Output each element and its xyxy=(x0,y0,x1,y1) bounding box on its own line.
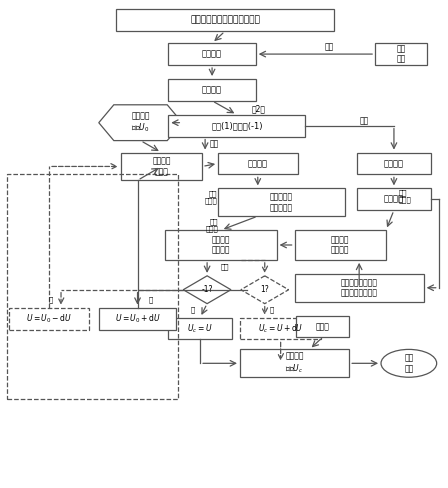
Bar xyxy=(9,307,89,329)
Bar xyxy=(240,349,349,377)
Text: $U_c=U+\mathrm{d}U$: $U_c=U+\mathrm{d}U$ xyxy=(258,322,303,335)
Text: 交叉验证
参数优化: 交叉验证 参数优化 xyxy=(331,235,349,255)
Text: 输入: 输入 xyxy=(208,190,217,197)
Text: 待预测空
气间隙: 待预测空 气间隙 xyxy=(152,157,171,176)
Text: 气象
参数: 气象 参数 xyxy=(396,44,405,64)
Text: 不同结构的典型电极空气间隙: 不同结构的典型电极空气间隙 xyxy=(190,16,260,25)
Text: 输出: 输出 xyxy=(221,264,229,270)
Text: 否: 否 xyxy=(191,306,195,313)
Bar xyxy=(218,188,345,216)
Text: 输出: 输出 xyxy=(359,116,368,125)
Bar xyxy=(168,79,256,101)
Polygon shape xyxy=(183,276,231,304)
Text: 误差
分析: 误差 分析 xyxy=(404,354,414,373)
Text: $U=U_0+\mathrm{d}U$: $U=U_0+\mathrm{d}U$ xyxy=(115,312,160,325)
Text: 电场计算: 电场计算 xyxy=(248,159,268,168)
Text: 输入: 输入 xyxy=(399,189,407,196)
Text: 加载: 加载 xyxy=(210,139,220,148)
Bar xyxy=(7,174,178,399)
Bar xyxy=(357,153,431,174)
Text: 修正: 修正 xyxy=(325,42,334,52)
Bar xyxy=(375,43,427,65)
Bar xyxy=(168,318,232,340)
Text: 击穿(1)或耐受(-1): 击穿(1)或耐受(-1) xyxy=(211,121,263,130)
Text: 训练样本: 训练样本 xyxy=(384,159,404,168)
Text: 分2类: 分2类 xyxy=(252,104,266,113)
Text: 是: 是 xyxy=(49,296,53,303)
Bar xyxy=(296,316,349,338)
Text: 耐压试验: 耐压试验 xyxy=(202,50,222,59)
Bar xyxy=(165,230,277,260)
Polygon shape xyxy=(99,105,182,141)
Text: 电场特征量
提取和降维: 电场特征量 提取和降维 xyxy=(270,193,293,212)
Bar xyxy=(294,230,386,260)
Bar xyxy=(218,153,297,174)
Text: 否: 否 xyxy=(270,306,274,313)
Bar xyxy=(116,9,334,31)
Text: 归一化: 归一化 xyxy=(204,197,217,203)
Text: 记录击穿
电压$U_c$: 记录击穿 电压$U_c$ xyxy=(285,352,304,375)
Text: 优化后的
预测模型: 优化后的 预测模型 xyxy=(212,235,230,255)
Bar xyxy=(294,274,424,302)
Polygon shape xyxy=(241,276,289,304)
Text: 击穿电压: 击穿电压 xyxy=(202,85,222,94)
Text: $U_c=U$: $U_c=U$ xyxy=(187,322,213,335)
Bar xyxy=(99,307,177,329)
Text: 模型选择: 模型选择 xyxy=(384,195,404,204)
Text: $U=U_0-\mathrm{d}U$: $U=U_0-\mathrm{d}U$ xyxy=(26,312,72,325)
Bar xyxy=(168,43,256,65)
Text: -1?: -1? xyxy=(201,285,213,294)
Ellipse shape xyxy=(381,349,437,377)
Text: 1?: 1? xyxy=(260,285,269,294)
Text: 加载电压
初值$U_0$: 加载电压 初值$U_0$ xyxy=(131,111,150,134)
Text: 试验值: 试验值 xyxy=(315,322,329,331)
Text: 网格搜索法、遗传
算法、粒子群算法: 网格搜索法、遗传 算法、粒子群算法 xyxy=(340,278,378,298)
Bar xyxy=(168,115,306,137)
Text: 输入: 输入 xyxy=(210,219,218,225)
Text: 归一化: 归一化 xyxy=(205,226,218,232)
Bar xyxy=(357,188,431,210)
Text: 归一化: 归一化 xyxy=(399,196,412,203)
Text: 是: 是 xyxy=(148,296,152,303)
Bar xyxy=(121,153,202,181)
Bar xyxy=(240,318,321,340)
